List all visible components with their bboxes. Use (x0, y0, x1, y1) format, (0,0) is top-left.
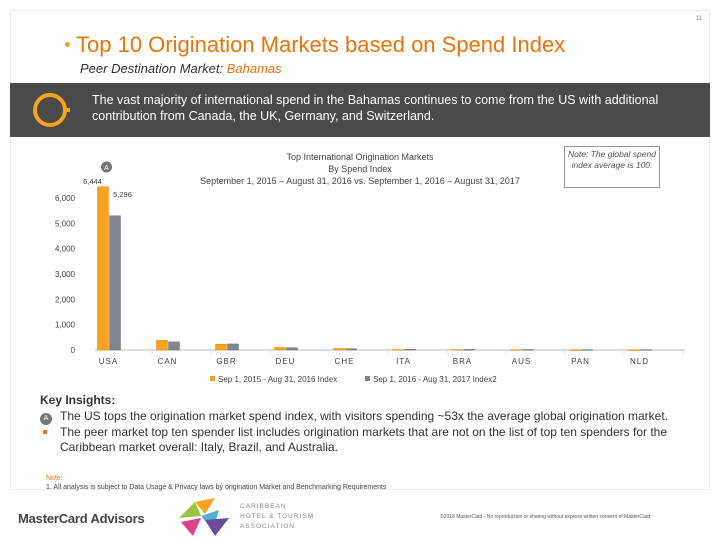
chart-subtitle: By Spend Index (328, 164, 392, 174)
y-tick-label: 3,000 (55, 270, 76, 279)
chta-line-2: HOTEL & TOURISM (240, 513, 315, 520)
insights-heading: Key Insights: (40, 393, 116, 407)
subtitle-market: Bahamas (226, 61, 282, 76)
note-box: Note: The global spend index average is … (564, 146, 660, 188)
x-tick-label: CAN (158, 357, 178, 366)
legend-label: Sep 1, 2015 - Aug 31, 2016 Index (218, 375, 337, 384)
chart-title: Top International Origination Markets (286, 152, 434, 162)
x-tick-label: ITA (396, 357, 411, 366)
bar-can-s1 (156, 340, 168, 351)
x-tick-label: PAN (571, 357, 590, 366)
title-bullet-icon (65, 42, 70, 47)
chta-line-1: CARIBBEAN (240, 503, 287, 510)
bar-nld-s1 (628, 349, 640, 351)
bar-gbr-s1 (215, 343, 227, 351)
banner-text: The vast majority of international spend… (92, 93, 659, 123)
legend-swatch (365, 376, 370, 381)
y-tick-label: 6,000 (55, 194, 76, 203)
y-tick-label: 1,000 (55, 321, 76, 330)
legend-label: Sep 1, 2016 - Aug 31, 2017 Index2 (373, 375, 497, 384)
x-tick-label: BRA (453, 357, 472, 366)
bar-deu-s1 (274, 347, 286, 351)
x-tick-label: CHE (335, 357, 355, 366)
bar-che-s2 (345, 348, 357, 351)
bar-nld-s2 (640, 349, 652, 351)
insight-banner: The vast majority of international spend… (10, 83, 710, 137)
bar-ita-s2 (404, 349, 416, 351)
x-tick-label: AUS (512, 357, 531, 366)
mastercard-advisors-logo: MasterCard Advisors (18, 511, 145, 526)
ring-icon (33, 93, 70, 127)
chta-line-3: ASSOCIATION (240, 523, 295, 530)
annotation-a-badge (101, 161, 112, 173)
footnote-text: 1. All analysis is subject to Data Usage… (46, 484, 387, 491)
bar-gbr-s2 (227, 343, 239, 351)
chart-title-block: Top International Origination Markets By… (170, 151, 550, 187)
y-tick-label: 4,000 (55, 245, 76, 254)
marker-a-icon: A (40, 413, 52, 425)
chart-date-range: September 1, 2015 – August 31, 2016 vs. … (200, 176, 520, 186)
insight-marker-a: A (40, 411, 52, 426)
bar-chart: 0 1,000 2,000 3,000 4,000 5,000 6,000 USA CAN GBR… (55, 161, 685, 384)
insight-item: The peer market top ten spender list inc… (40, 425, 680, 455)
y-tick-label: 0 (71, 346, 76, 355)
bar-aus-s1 (510, 349, 522, 351)
subtitle-label: Peer Destination Market: (80, 61, 224, 76)
x-tick-label: USA (99, 357, 118, 366)
insight-item: A The US tops the origination market spe… (40, 409, 680, 426)
insight-text: The US tops the origination market spend… (60, 409, 669, 423)
annotation-a-label: A (104, 165, 109, 172)
x-tick-label: GBR (216, 357, 236, 366)
page-subtitle: Peer Destination Market: Bahamas (80, 61, 282, 76)
y-tick-label: 5,000 (55, 219, 76, 228)
chta-logo-text: CARIBBEAN HOTEL & TOURISM ASSOCIATION (240, 502, 314, 532)
bar-usa-s2 (109, 215, 121, 351)
footnote-label: Note: (46, 475, 63, 482)
logo-text: MasterCard Advisors (18, 511, 145, 526)
bar-che-s1 (333, 348, 345, 351)
copyright: ©2018 MasterCard - No reproduction or sh… (440, 514, 651, 520)
data-label: 6,444 (83, 177, 102, 186)
bar-ita-s1 (392, 349, 404, 351)
key-insights: Key Insights: A The US tops the originat… (40, 393, 680, 456)
bar-aus-s2 (522, 349, 534, 351)
bar-can-s2 (168, 341, 180, 351)
insight-text: The peer market top ten spender list inc… (60, 425, 668, 454)
legend-swatch (210, 376, 215, 381)
footnote: Note: 1. All analysis is subject to Data… (46, 474, 386, 492)
x-tick-label: DEU (276, 357, 296, 366)
page-title: Top 10 Origination Markets based on Spen… (76, 32, 566, 57)
bar-pan-s1 (569, 349, 581, 351)
bar-pan-s2 (581, 349, 593, 351)
bar-bra-s1 (451, 349, 463, 351)
bar-usa-s1 (97, 186, 109, 351)
chta-logo-mark-icon (179, 498, 229, 536)
bar-deu-s2 (286, 347, 298, 351)
data-label: 5,296 (113, 190, 132, 199)
page-number: 11 (695, 16, 702, 22)
bullet-square-icon (43, 430, 47, 434)
bar-bra-s2 (463, 349, 475, 351)
y-tick-label: 2,000 (55, 295, 76, 304)
x-tick-label: NLD (630, 357, 649, 366)
